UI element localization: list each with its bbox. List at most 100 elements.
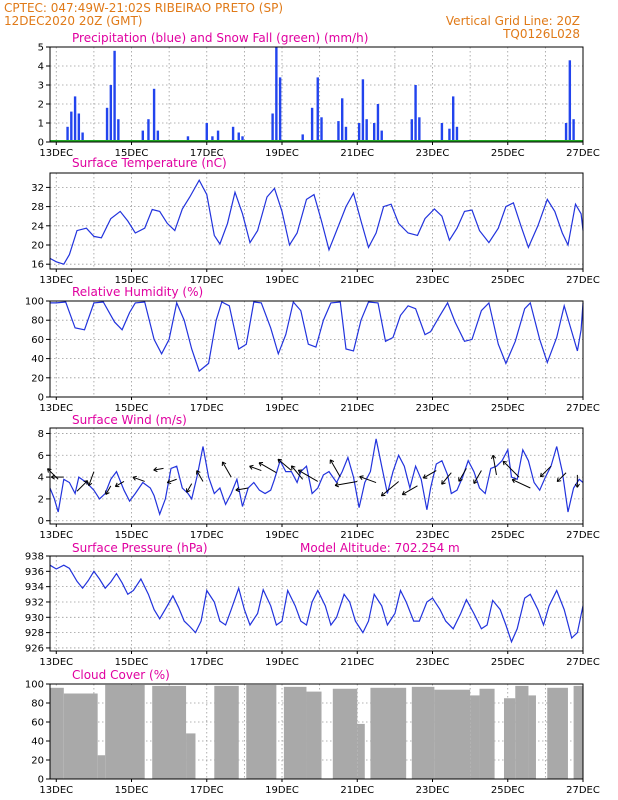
wind-arrow-head [249,465,253,470]
wind-arrow-head [441,482,446,485]
pressure-title: Surface Pressure (hPa) [72,541,208,555]
wind-arrow-shaft [222,461,232,478]
wind-arrow [422,470,437,479]
precip-bar [572,119,575,142]
panels: 0 1 2 3 4 5 13DEC 15DEC 17DEC 19DEC 21DEC 23DEC 25DE… [25,43,600,797]
wind-ytick-label: 6 [38,451,44,462]
wind-arrow-head [540,475,545,478]
wind-arrow-head [441,480,443,485]
wind-ytick-label: 4 [38,473,44,484]
wind-arrow [87,471,95,487]
wind-arrow-head [235,487,240,491]
wind-arrow-head [401,490,405,495]
cloud-ytick-label: 100 [25,680,44,691]
wind-arrow-shaft [335,480,358,486]
cloud-ytick-label: 0 [38,775,44,786]
wind-arrow-head [473,481,478,484]
wind-arrow [556,472,567,483]
precip-xtick-label: 21DEC [340,148,374,159]
wind-arrow [380,481,399,497]
wind-arrow-head [153,469,158,473]
model-altitude: Model Altitude: 702.254 m [300,541,460,555]
cloud-ytick-label: 40 [31,737,44,748]
wind-arrow-head [249,464,254,467]
cloud-bar [50,687,64,779]
wind-arrow-shaft [441,472,452,485]
wind-arrow-head [458,479,463,482]
temperature-frame [49,172,584,270]
wind-arrow-shaft [115,481,125,487]
precip-xtick-label: 25DEC [491,148,525,159]
precip-bar [211,136,214,142]
humidity-xtick-label: 21DEC [340,403,374,414]
precip-ytick-label: 2 [38,100,44,111]
wind-arrow-head [196,470,201,473]
temperature-xtick-label: 19DEC [265,275,299,286]
wind-arrow [258,462,277,474]
cloud-bar [479,688,495,779]
wind-line [49,438,584,517]
wind-xtick-label: 25DEC [491,530,525,541]
wind-arrow-shaft [381,481,399,497]
cloud-xtick-label: 23DEC [416,785,450,796]
temperature-ytick-label: 20 [31,241,44,252]
wind-arrow [539,465,552,478]
wind-arrow [249,464,262,472]
precip-bar [376,104,380,142]
precip-bar [105,107,109,142]
wind-arrow-shaft [492,455,497,475]
header-model-id: TQ0126L028 [502,27,580,41]
wind-arrow-shaft [458,468,467,482]
humidity-xtick-label: 17DEC [190,403,224,414]
wind-panel: 0 2 4 6 8 13DEC 15DEC 17DEC 19DEC 21DEC 23DEC 25DEC… [38,427,600,541]
precip-bar [141,130,145,142]
precip-bar [451,96,455,142]
precip-bar [231,126,235,142]
wind-arrow-head [167,482,172,485]
precip-xtick-label: 23DEC [416,148,450,159]
pressure-line [49,564,584,644]
precip-bar [440,123,444,142]
header-grid-note: Vertical Grid Line: 20Z [446,14,580,28]
cloud-xtick-label: 15DEC [115,785,149,796]
precip-bar [237,132,240,142]
wind-arrow [297,469,319,482]
wind-arrow [153,467,164,473]
humidity-title: Relative Humidity (%) [72,285,203,299]
cloud-xtick-label: 19DEC [265,785,299,796]
precip-xtick-label: 27DEC [566,148,600,159]
wind-arrow-head [291,465,296,468]
precip-bar [310,107,314,142]
precip-bar [77,113,81,142]
wind-arrow-head [166,479,171,483]
wind-arrow [359,475,377,484]
wind-arrow [105,485,112,495]
wind-arrow-shaft [473,470,482,484]
wind-arrow-head [277,458,283,461]
pressure-panel: 926 928 930 932 934 936 938 13DEC 15DEC 17DEC 19DE… [25,552,600,669]
wind-arrow-shaft [402,485,418,496]
wind-arrow-head [574,483,578,488]
humidity-ytick-label: 0 [38,393,44,404]
cloud-xtick-label: 25DEC [491,785,525,796]
temperature-xtick-label: 25DEC [491,275,525,286]
temperature-xtick-label: 23DEC [416,275,450,286]
pressure-xtick-label: 27DEC [566,657,600,668]
wind-arrow-shaft [359,476,377,484]
precip-bar [568,60,572,142]
wind-arrow-head [258,462,262,467]
wind-arrow [574,474,580,488]
wind-arrow-shaft [235,487,249,491]
pressure-xtick-label: 25DEC [491,657,525,668]
temperature-line [49,178,584,265]
pressure-frame [49,555,584,652]
pressure-ytick-label: 928 [25,628,44,639]
wind-arrow-head [381,494,386,497]
wind-arrow [114,481,125,488]
temperature-ytick-label: 24 [31,221,44,232]
humidity-xtick-label: 15DEC [115,403,149,414]
precip-bar [455,126,459,142]
precip-bar [241,136,244,142]
cloud-bar [306,691,322,779]
temperature-ytick-label: 16 [31,260,44,271]
